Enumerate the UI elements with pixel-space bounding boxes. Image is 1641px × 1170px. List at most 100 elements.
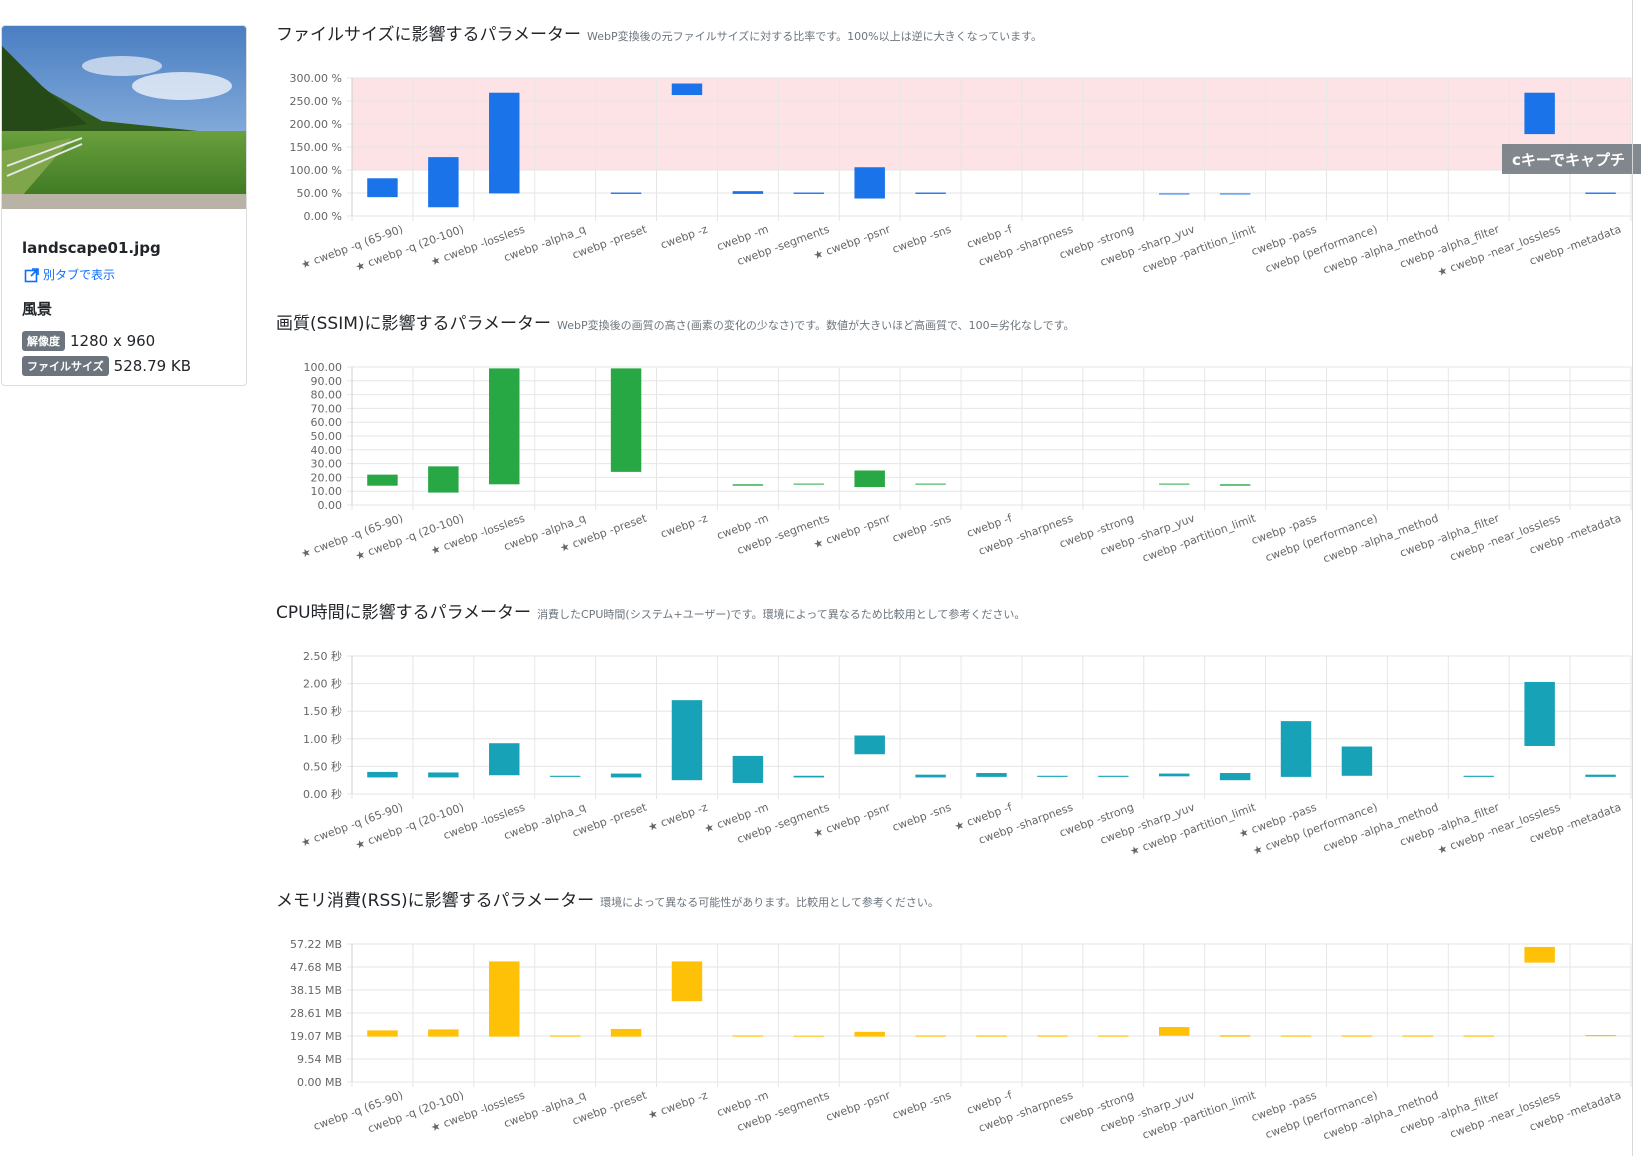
bar[interactable]	[549, 1035, 581, 1037]
bar[interactable]	[489, 961, 520, 1037]
x-tick-label: ★ cwebp -q (65-90)	[299, 223, 405, 272]
y-tick-label: 100.00 %	[290, 164, 342, 177]
chart-subtitle: 消費したCPU時間(システム+ユーザー)です。環境によって異なるため比較用として…	[537, 608, 1026, 621]
y-tick-label: 80.00	[311, 389, 343, 402]
image-card: landscape01.jpg 別タブで表示 風景 解像度 1280 x 960…	[1, 25, 247, 386]
bar[interactable]	[1402, 1035, 1434, 1037]
bar[interactable]	[793, 192, 825, 194]
y-tick-label: 200.00 %	[290, 118, 342, 131]
bar[interactable]	[428, 772, 459, 778]
bar[interactable]	[428, 157, 459, 208]
x-tick-label: cwebp -partition_limit	[1141, 1088, 1259, 1141]
bar[interactable]	[854, 735, 885, 755]
bar[interactable]	[549, 775, 581, 777]
y-tick-label: 0.00 MB	[297, 1076, 342, 1089]
bar[interactable]	[1219, 773, 1251, 781]
bar[interactable]	[732, 1035, 764, 1037]
bar[interactable]	[671, 700, 703, 781]
y-tick-label: 300.00 %	[290, 72, 342, 85]
bar[interactable]	[915, 192, 946, 194]
open-new-tab-label[interactable]: 別タブで表示	[43, 268, 116, 282]
y-tick-label: 60.00	[311, 416, 343, 429]
bar[interactable]	[854, 1031, 885, 1037]
bar[interactable]	[1280, 721, 1312, 777]
bar[interactable]	[1158, 773, 1190, 777]
chart-title: CPU時間に影響するパラメーター	[276, 603, 532, 623]
bar[interactable]	[1585, 774, 1616, 777]
bar[interactable]	[1341, 1035, 1373, 1037]
y-tick-label: 2.50 秒	[303, 649, 342, 663]
x-tick-label: cwebp -partition_limit	[1141, 511, 1259, 564]
bar[interactable]	[1098, 1035, 1129, 1037]
bar[interactable]	[428, 466, 459, 493]
scrollbar-edge[interactable]	[1632, 0, 1633, 1156]
bar[interactable]	[489, 743, 520, 776]
bar[interactable]	[732, 191, 764, 194]
bar[interactable]	[1585, 1034, 1616, 1037]
bar[interactable]	[1158, 1027, 1190, 1036]
bar[interactable]	[671, 83, 703, 96]
bar[interactable]	[1219, 1035, 1251, 1037]
y-tick-label: 1.00 秒	[303, 732, 342, 746]
file-name: landscape01.jpg	[22, 239, 161, 257]
y-tick-label: 250.00 %	[290, 95, 342, 108]
bar[interactable]	[428, 1029, 459, 1037]
bar[interactable]	[671, 961, 703, 1002]
bar[interactable]	[1524, 92, 1555, 135]
bar[interactable]	[489, 92, 520, 194]
bar[interactable]	[793, 775, 825, 778]
bar[interactable]	[1585, 192, 1616, 194]
bar[interactable]	[1158, 483, 1190, 485]
bar[interactable]	[793, 1035, 825, 1037]
bar[interactable]	[610, 192, 642, 194]
open-new-tab-link[interactable]: 別タブで表示	[24, 266, 115, 283]
chart-title-row: 画質(SSIM)に影響するパラメーター WebP変換後の画質の高さ(画素の変化の少…	[276, 309, 1074, 334]
bar[interactable]	[1463, 775, 1494, 777]
chart-memory: 0.00 MB 9.54 MB 19.07 MB 28.61 MB 38.15 MB 47…	[290, 938, 1632, 1142]
bar[interactable]	[1280, 1035, 1312, 1037]
bar[interactable]	[793, 483, 825, 485]
bar[interactable]	[489, 368, 520, 485]
y-tick-label: 0.50 秒	[303, 759, 342, 773]
chart-ssim: 0.0010.0020.0030.0040.0050.0060.0070.008…	[299, 361, 1632, 565]
external-link-icon	[24, 267, 39, 282]
x-tick-label: ★ cwebp -z	[646, 1089, 709, 1123]
bar[interactable]	[854, 167, 885, 199]
bar[interactable]	[1219, 484, 1251, 486]
bar[interactable]	[610, 773, 642, 778]
bar[interactable]	[367, 1030, 398, 1037]
bar[interactable]	[915, 483, 946, 485]
y-tick-label: 38.15 MB	[290, 984, 342, 997]
bar[interactable]	[610, 1028, 642, 1037]
bar[interactable]	[1037, 1035, 1068, 1037]
bar[interactable]	[1524, 681, 1555, 746]
y-tick-label: 1.50 秒	[303, 704, 342, 718]
chart-title: ファイルサイズに影響するパラメーター	[276, 25, 581, 45]
bar[interactable]	[1524, 946, 1555, 963]
bar[interactable]	[1463, 1035, 1494, 1037]
y-tick-label: 10.00	[311, 485, 343, 498]
bar[interactable]	[1158, 193, 1190, 195]
chart-title-row: メモリ消費(RSS)に影響するパラメーター 環境によって異なる可能性があります。比…	[276, 886, 939, 911]
y-tick-label: 0.00 %	[304, 210, 342, 223]
bar[interactable]	[367, 474, 398, 486]
bar[interactable]	[367, 771, 398, 778]
bar[interactable]	[732, 484, 764, 486]
bar[interactable]	[854, 470, 885, 488]
x-tick-label: cwebp -sns	[891, 223, 954, 256]
bar[interactable]	[1219, 193, 1251, 195]
chart-title: 画質(SSIM)に影響するパラメーター	[276, 314, 552, 334]
bar[interactable]	[915, 1035, 946, 1037]
bar[interactable]	[732, 755, 764, 783]
bar[interactable]	[976, 773, 1007, 777]
y-tick-label: 150.00 %	[290, 141, 342, 154]
bar[interactable]	[976, 1035, 1007, 1037]
x-tick-label: ★ cwebp -z	[646, 801, 709, 835]
bar[interactable]	[1341, 746, 1373, 776]
bar[interactable]	[915, 774, 946, 778]
bar[interactable]	[1037, 775, 1068, 777]
bar[interactable]	[610, 368, 642, 472]
bar[interactable]	[1098, 775, 1129, 777]
y-tick-label: 50.00	[311, 430, 343, 443]
bar[interactable]	[367, 178, 398, 198]
